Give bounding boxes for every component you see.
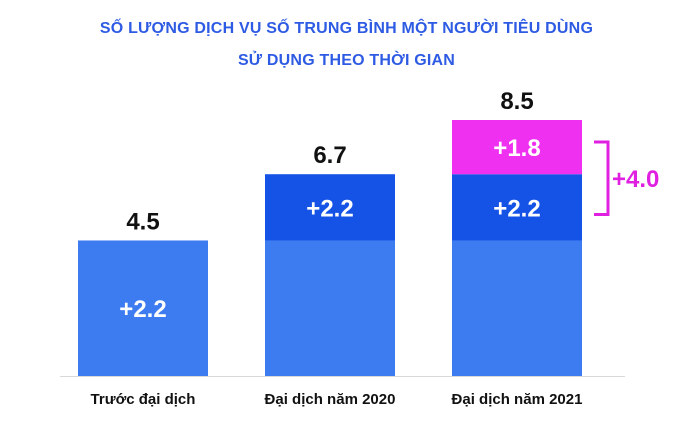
annotation-brace (594, 140, 610, 216)
chart-title-line-2: SỬ DỤNG THEO THỜI GIAN (237, 52, 456, 69)
bar-segment-2-2 (452, 120, 582, 175)
bar-segment-2-0 (452, 240, 582, 376)
category-label-1: Đại dịch năm 2020 (265, 391, 396, 408)
segment-label-2-1: +2.2 (493, 195, 540, 222)
bar-segment-1-0 (265, 240, 395, 376)
segment-label-1-1: +2.2 (306, 195, 353, 222)
total-label-0: 4.5 (126, 208, 159, 235)
annotation-label: +4.0 (612, 166, 659, 193)
total-label-1: 6.7 (313, 142, 346, 169)
category-label-0: Trước đại dịch (91, 391, 196, 408)
total-label-2: 8.5 (500, 88, 533, 115)
bar-segment-1-1 (265, 174, 395, 241)
bar-segment-0-0 (78, 240, 208, 376)
segment-label-0-0: +2.2 (119, 296, 166, 323)
bar-segment-2-1 (452, 174, 582, 241)
chart-title-line-1: SỐ LƯỢNG DỊCH VỤ SỐ TRUNG BÌNH MỘT NGƯỜI… (99, 20, 594, 37)
category-label-2: Đại dịch năm 2021 (452, 391, 583, 408)
segment-label-2-2: +1.8 (493, 135, 540, 162)
